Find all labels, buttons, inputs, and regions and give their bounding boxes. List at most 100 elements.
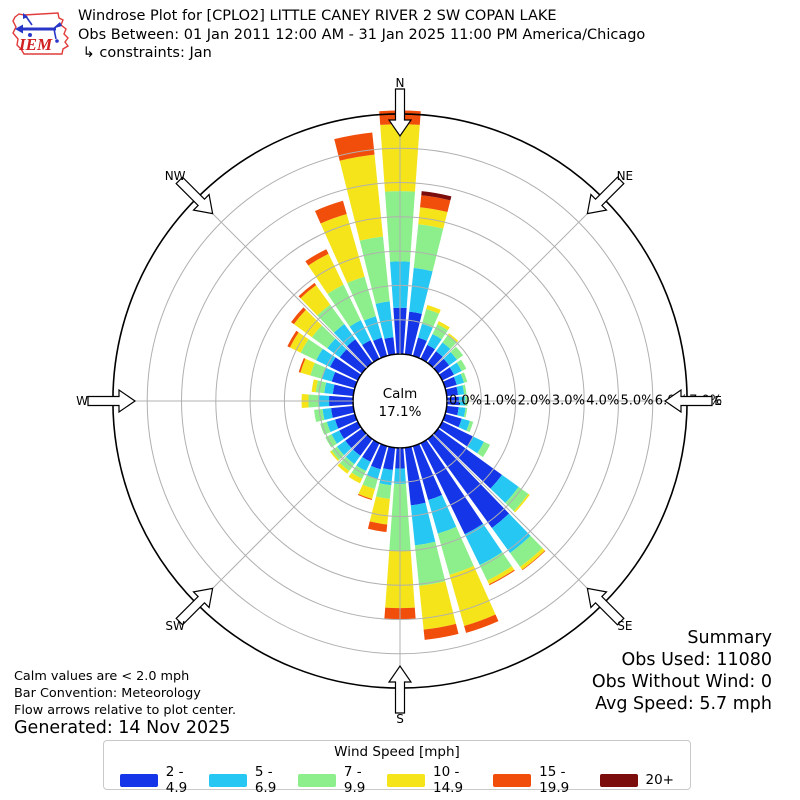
windrose-bar-segment bbox=[442, 334, 458, 350]
legend-item-4: 15 - 19.9 bbox=[493, 764, 599, 796]
windrose-bar-segment bbox=[427, 434, 510, 528]
windrose-bar-segment bbox=[352, 434, 373, 456]
windrose-bar-segment bbox=[298, 358, 306, 373]
legend-label: 15 - 19.9 bbox=[539, 764, 570, 796]
polar-gridline-spoke bbox=[196, 433, 368, 605]
flow-arrow-icon bbox=[87, 388, 137, 414]
direction-label-NE: NE bbox=[617, 169, 634, 183]
windrose-bar-segment bbox=[314, 200, 347, 224]
flow-arrows-note: Flow arrows relative to plot center. bbox=[14, 703, 237, 718]
windrose-bar-segment bbox=[324, 382, 335, 395]
windrose-bar-segment bbox=[331, 372, 358, 389]
windrose-bar-segment bbox=[347, 339, 373, 368]
flow-arrow-icon bbox=[175, 587, 214, 626]
windrose-bar-segment bbox=[367, 521, 388, 533]
windrose-bar-segment bbox=[333, 324, 356, 347]
legend-item-5: 20+ bbox=[599, 772, 675, 788]
windrose-bar-segment bbox=[300, 285, 331, 316]
windrose-bar-segment bbox=[320, 213, 365, 283]
generated-date: Generated: 14 Nov 2025 bbox=[14, 718, 231, 738]
windrose-bar-segment bbox=[462, 384, 467, 395]
windrose-bar-segment bbox=[418, 323, 433, 341]
radial-tick-label: 2.0% bbox=[518, 394, 551, 409]
page-title: Windrose Plot for [CPLO2] LITTLE CANEY R… bbox=[78, 8, 557, 24]
windrose-bar-segment bbox=[375, 301, 394, 339]
legend-swatch-icon bbox=[599, 773, 638, 787]
windrose-bar-segment bbox=[322, 408, 333, 420]
windrose-bar-segment bbox=[291, 307, 306, 325]
windrose-bar-segment bbox=[445, 405, 459, 416]
summary-title: Summary bbox=[687, 628, 772, 648]
windrose-bar-segment bbox=[332, 384, 355, 397]
windrose-bar-segment bbox=[379, 468, 393, 486]
legend-item-0: 2 - 4.9 bbox=[120, 764, 209, 796]
header: Windrose Plot for [CPLO2] LITTLE CANEY R… bbox=[78, 7, 645, 63]
windrose-bar-segment bbox=[317, 304, 345, 333]
calm-percent: 17.1% bbox=[379, 404, 422, 420]
windrose-bar-segment bbox=[331, 405, 355, 418]
windrose-bar-segment bbox=[336, 440, 352, 456]
windrose-bar-segment bbox=[448, 333, 459, 343]
windrose-bar-segment bbox=[331, 430, 345, 444]
windrose-bar-segment bbox=[410, 502, 436, 546]
windrose-bar-segment bbox=[300, 358, 315, 376]
legend-label: 20+ bbox=[645, 772, 675, 788]
windrose-bar-segment bbox=[438, 421, 474, 447]
direction-label-SE: SE bbox=[617, 619, 632, 633]
flow-arrow-icon bbox=[663, 388, 713, 414]
iem-logo: IEM bbox=[12, 12, 70, 55]
windrose-bar-segment bbox=[314, 409, 325, 423]
windrose-bar-segment bbox=[505, 486, 529, 512]
windrose-bar-segment bbox=[337, 463, 350, 474]
windrose-bar-segment bbox=[520, 548, 545, 570]
direction-label-N: N bbox=[396, 76, 405, 90]
radial-tick-label: 3.0% bbox=[552, 394, 585, 409]
windrose-bar-segment bbox=[339, 421, 362, 439]
windrose-bar-segment bbox=[409, 267, 433, 314]
wind-speed-legend: Wind Speed [mph] 2 - 4.9 5 - 6.9 7 - 9.9 10… bbox=[103, 740, 691, 796]
polar-gridline-spoke bbox=[196, 197, 368, 369]
summary-obs-used: Obs Used: 11080 bbox=[621, 650, 773, 670]
summary-obs-without-wind: Obs Without Wind: 0 bbox=[591, 672, 772, 692]
windrose-bar-segment bbox=[442, 376, 457, 389]
legend-swatch-icon bbox=[120, 773, 158, 787]
legend-item-3: 10 - 14.9 bbox=[387, 764, 493, 796]
windrose-bar-segment bbox=[419, 581, 456, 630]
windrose-bar-segment bbox=[513, 493, 530, 513]
windrose-bar-segment bbox=[413, 224, 444, 272]
windrose-bar-segment bbox=[369, 496, 390, 525]
windrose-bar-segment bbox=[357, 494, 373, 500]
legend-swatch-icon bbox=[493, 773, 532, 787]
windrose-bar-segment bbox=[487, 566, 515, 585]
windrose-bar-segment bbox=[315, 380, 327, 394]
legend-title: Wind Speed [mph] bbox=[334, 744, 460, 760]
windrose-bar-segment bbox=[522, 550, 546, 571]
windrose-bar-segment bbox=[464, 523, 503, 566]
windrose-bar-segment bbox=[427, 351, 443, 368]
windrose-bar-segment bbox=[404, 311, 422, 356]
windrose-bar-segment bbox=[456, 385, 465, 396]
direction-label-SW: SW bbox=[165, 619, 185, 633]
calm-label: Calm bbox=[383, 386, 418, 402]
windrose-bar-segment bbox=[412, 443, 443, 500]
windrose-bar-segment bbox=[358, 484, 375, 499]
windrose-bar-segment bbox=[489, 569, 515, 586]
windrose-bar-segment bbox=[384, 337, 396, 356]
windrose-bar-segment bbox=[335, 413, 358, 429]
windrose-bar-segment bbox=[329, 357, 362, 381]
windrose-bar-segment bbox=[412, 337, 427, 359]
windrose-bar-segment bbox=[356, 456, 371, 472]
flow-arrow-icon bbox=[175, 176, 214, 215]
windrose-bar-segment bbox=[479, 552, 512, 581]
windrose-bar-segment bbox=[349, 320, 371, 346]
radial-tick-label: 0.0% bbox=[449, 394, 482, 409]
windrose-bar-segment bbox=[464, 614, 499, 633]
obs-range-subtitle: Obs Between: 01 Jan 2011 12:00 AM - 31 J… bbox=[78, 26, 646, 43]
windrose-bar-segment bbox=[308, 253, 344, 294]
legend-label: 5 - 6.9 bbox=[254, 764, 277, 796]
flow-arrow-icon bbox=[586, 587, 625, 626]
windrose-bar-segment bbox=[456, 359, 467, 372]
windrose-bar-segment bbox=[442, 413, 462, 428]
